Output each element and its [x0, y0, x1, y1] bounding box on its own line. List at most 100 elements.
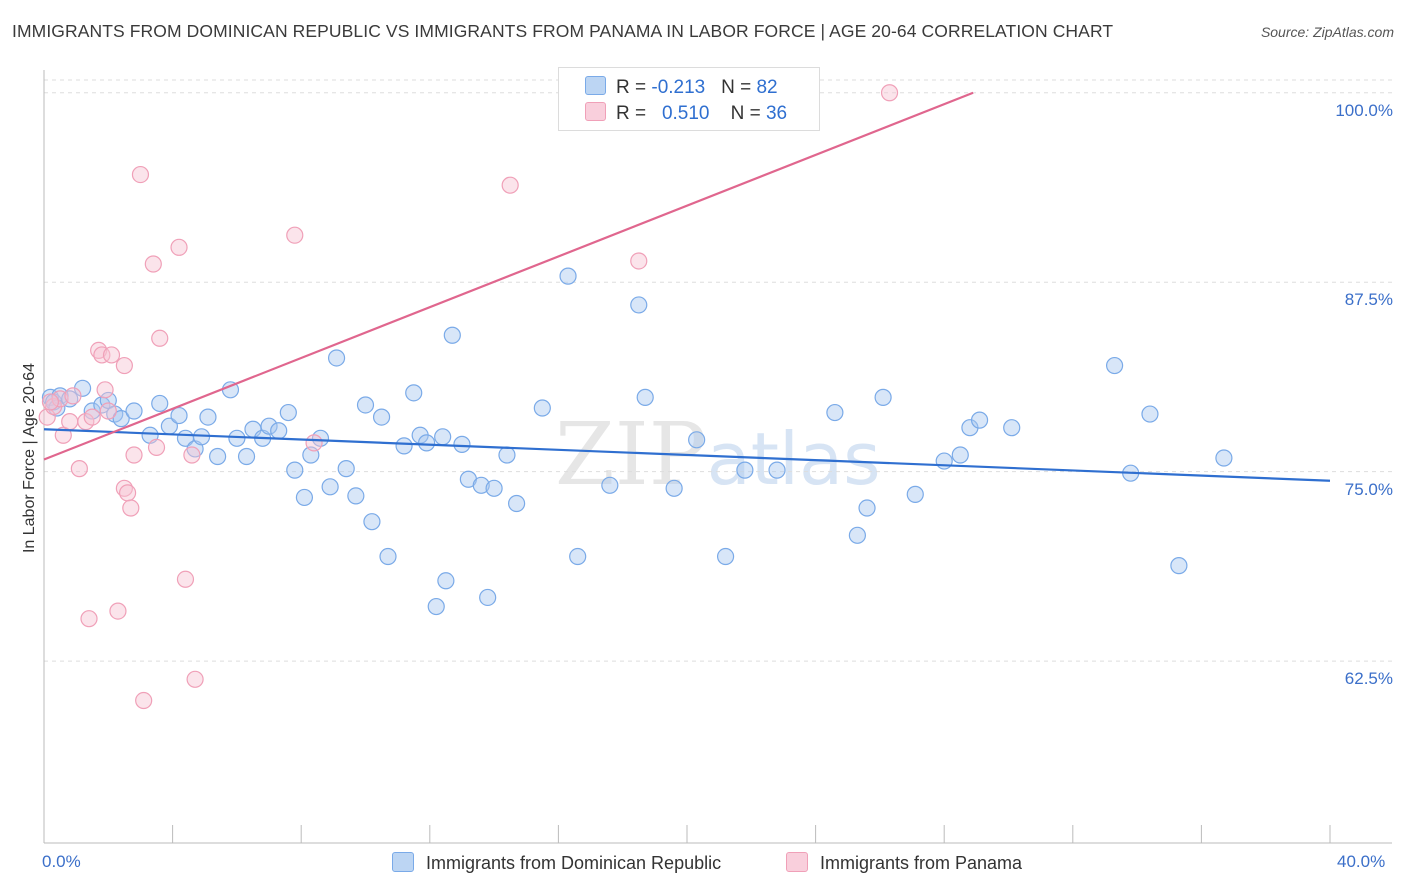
data-point [636, 388, 654, 406]
data-point [228, 429, 246, 447]
trend-lines [43, 91, 1331, 482]
data-point [630, 252, 648, 270]
data-point [186, 670, 204, 688]
data-point [347, 487, 365, 505]
data-point [363, 513, 381, 531]
data-point [147, 438, 166, 457]
y-tick-label: 100.0% [1335, 100, 1393, 120]
legend-n-label: N = [721, 77, 757, 98]
data-point [1170, 557, 1188, 575]
y-tick-label: 87.5% [1344, 290, 1393, 310]
bottom-legend-dominican-republic: Immigrants from Dominican Republic [392, 852, 721, 874]
data-point [260, 417, 278, 435]
data-point [295, 488, 314, 507]
data-point [125, 446, 143, 464]
data-point [437, 572, 455, 590]
data-point [93, 346, 111, 364]
data-point [356, 396, 375, 414]
data-point [951, 446, 969, 464]
series-panama-points [38, 84, 899, 710]
data-point [183, 446, 201, 464]
data-point [337, 460, 355, 478]
data-point [848, 526, 866, 544]
data-point [61, 390, 79, 408]
data-point [453, 435, 471, 453]
data-point [630, 296, 648, 314]
data-point [61, 413, 79, 431]
legend-row-dominican-republic: R = -0.213 N = 82 [585, 76, 778, 102]
trend-line-dominican-republic [43, 428, 1331, 482]
data-point [80, 610, 98, 628]
legend-swatch-blue [585, 76, 606, 95]
data-point [485, 479, 503, 497]
data-point [327, 349, 346, 367]
data-point [417, 434, 436, 452]
series-dominican-republic-points [41, 267, 1233, 616]
data-point [96, 381, 114, 399]
data-point [199, 408, 217, 426]
data-point [874, 388, 892, 406]
data-point [109, 602, 127, 620]
gridlines [44, 79, 1392, 662]
data-point [170, 238, 188, 256]
data-point [427, 597, 445, 616]
legend-n-value: 36 [765, 103, 788, 124]
data-point [601, 476, 619, 494]
source-label: Source: ZipAtlas.com [1260, 24, 1394, 40]
bottom-legend-label: Immigrants from Dominican Republic [426, 853, 722, 873]
data-point [569, 547, 587, 566]
data-point [41, 393, 60, 411]
data-point [858, 499, 876, 517]
data-point [472, 476, 490, 494]
data-point [479, 588, 497, 607]
data-point [736, 461, 754, 479]
data-point [1105, 356, 1124, 375]
data-point [1215, 449, 1233, 467]
data-point [70, 460, 88, 478]
legend-r-value: 0.510 [661, 103, 710, 124]
y-tick-label: 75.0% [1344, 479, 1393, 499]
data-point [237, 447, 256, 466]
data-point [372, 408, 391, 426]
bottom-legend-panama: Immigrants from Panama [786, 852, 1022, 874]
bottom-legend-swatch-pink [786, 852, 808, 872]
data-point [665, 479, 683, 497]
legend-swatch-pink [585, 102, 606, 121]
legend-n-value: 82 [756, 77, 778, 98]
data-point [379, 547, 397, 566]
data-point [279, 403, 297, 422]
data-point [826, 403, 844, 422]
legend-row-panama: R = 0.510 N = 36 [585, 102, 787, 128]
chart-title: IMMIGRANTS FROM DOMINICAN REPUBLIC VS IM… [12, 21, 1114, 41]
data-point [1003, 419, 1021, 437]
legend-r-label: R = [616, 77, 652, 98]
data-point [151, 329, 169, 347]
bottom-legend-label: Immigrants from Panama [820, 853, 1023, 873]
data-point [405, 384, 423, 402]
data-point [115, 356, 133, 375]
data-point [270, 422, 288, 440]
x-tick-label-max: 40.0% [1337, 852, 1386, 871]
correlation-legend: R = -0.213 N = 82 R = 0.510 N = 36 [558, 67, 820, 131]
data-point [135, 691, 153, 710]
axes [43, 70, 1392, 844]
legend-n-label: N = [730, 103, 766, 124]
data-point [434, 428, 452, 446]
data-point [131, 165, 150, 184]
trend-line-panama [43, 91, 974, 461]
data-point [286, 226, 304, 244]
watermark: ZIPatlas [555, 405, 881, 505]
bottom-legend-swatch-blue [392, 852, 414, 872]
data-point [286, 461, 304, 479]
data-point [64, 387, 82, 405]
data-point [170, 406, 188, 425]
data-point [125, 402, 143, 420]
data-point [498, 446, 516, 464]
data-point [533, 399, 551, 417]
data-point [508, 494, 526, 513]
y-axis-label: In Labor Force | Age 20-64 [21, 362, 38, 554]
data-point [51, 390, 69, 408]
data-point [112, 410, 130, 428]
data-point [321, 478, 339, 496]
